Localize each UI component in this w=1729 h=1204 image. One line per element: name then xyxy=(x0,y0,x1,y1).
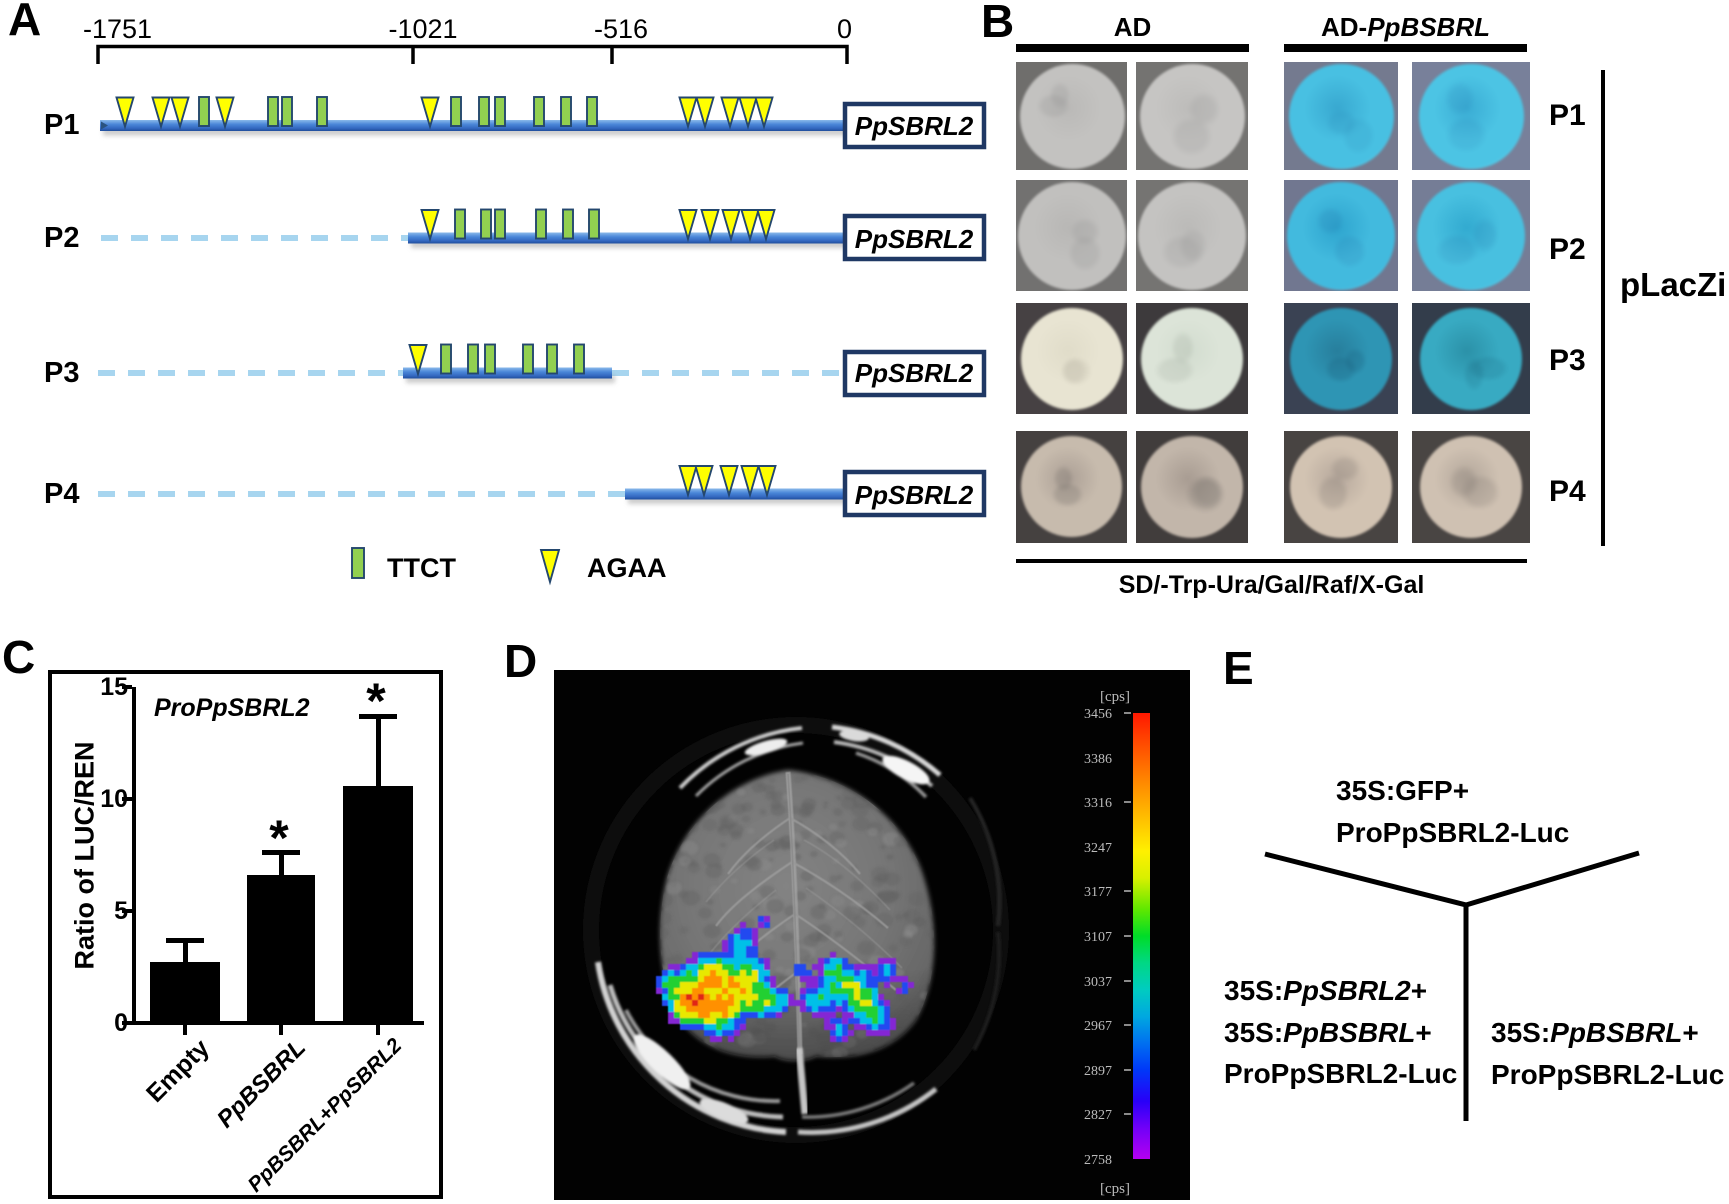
svg-text:3037: 3037 xyxy=(1084,975,1112,990)
svg-text:2827: 2827 xyxy=(1084,1108,1112,1123)
svg-text:[cps]: [cps] xyxy=(1100,689,1130,705)
svg-text:[cps]: [cps] xyxy=(1100,1181,1130,1197)
svg-text:3177: 3177 xyxy=(1084,885,1112,900)
svg-text:3107: 3107 xyxy=(1084,930,1112,945)
svg-text:P3: P3 xyxy=(44,357,79,389)
svg-text:3316: 3316 xyxy=(1084,796,1112,811)
svg-text:2967: 2967 xyxy=(1084,1019,1112,1034)
svg-text:0: 0 xyxy=(837,14,852,44)
svg-text:-516: -516 xyxy=(594,14,648,44)
svg-text:P2: P2 xyxy=(44,222,79,254)
svg-text:PpSBRL2: PpSBRL2 xyxy=(855,480,974,510)
svg-text:PpSBRL2: PpSBRL2 xyxy=(855,111,974,141)
svg-text:3386: 3386 xyxy=(1084,752,1112,767)
svg-text:2897: 2897 xyxy=(1084,1064,1112,1079)
svg-text:TTCT: TTCT xyxy=(387,553,456,583)
svg-text:P1: P1 xyxy=(44,109,79,141)
svg-text:PpSBRL2: PpSBRL2 xyxy=(855,224,974,254)
svg-text:P4: P4 xyxy=(44,478,79,510)
svg-text:PpSBRL2: PpSBRL2 xyxy=(855,358,974,388)
svg-text:-1751: -1751 xyxy=(83,14,152,44)
svg-text:3456: 3456 xyxy=(1084,707,1112,722)
svg-text:3247: 3247 xyxy=(1084,841,1112,856)
svg-text:2758: 2758 xyxy=(1084,1153,1112,1168)
svg-text:-1021: -1021 xyxy=(388,14,457,44)
svg-text:AGAA: AGAA xyxy=(587,553,667,583)
